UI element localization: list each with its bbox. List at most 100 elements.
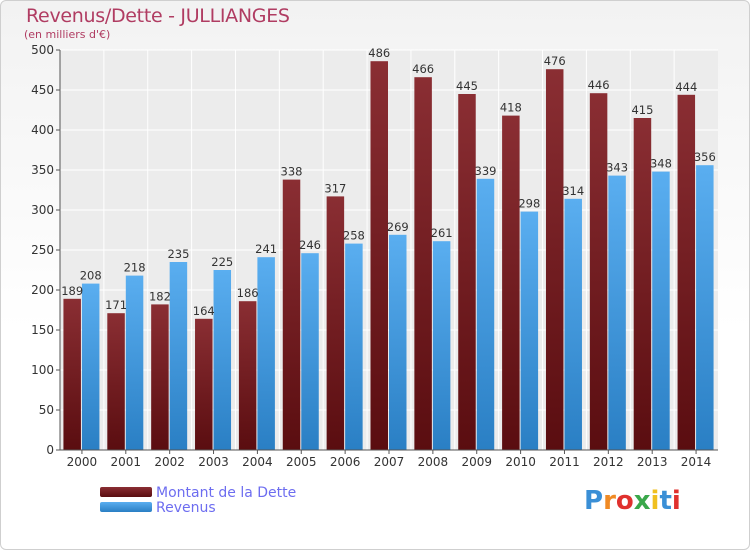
y-tick-label: 0	[46, 443, 54, 457]
y-tick-label: 500	[31, 43, 54, 57]
bar-dette	[458, 94, 476, 450]
x-tick-label: 2008	[418, 455, 449, 469]
data-label: 186	[237, 286, 259, 300]
x-tick-label: 2006	[330, 455, 361, 469]
bar-revenus	[696, 165, 714, 450]
bar-dette	[326, 196, 345, 450]
data-label: 218	[124, 261, 146, 275]
bar-revenus	[257, 257, 275, 450]
bar-dette	[195, 318, 213, 450]
bar-dette	[282, 179, 301, 450]
data-label: 338	[281, 165, 303, 179]
y-tick-label: 250	[31, 243, 54, 257]
data-label: 225	[211, 255, 233, 269]
data-label: 189	[61, 284, 83, 298]
data-label: 466	[412, 62, 434, 76]
data-label: 418	[500, 101, 522, 115]
bar-revenus	[301, 253, 319, 450]
x-tick-label: 2003	[198, 455, 229, 469]
x-tick-label: 2012	[593, 455, 624, 469]
y-tick-label: 350	[31, 163, 54, 177]
bar-revenus	[169, 262, 188, 450]
bar-dette	[107, 313, 125, 450]
bar-dette	[677, 94, 696, 451]
x-tick-label: 2009	[461, 455, 492, 469]
bar-dette	[545, 69, 564, 450]
y-tick-label: 400	[31, 123, 54, 137]
x-tick-label: 2000	[67, 455, 98, 469]
x-tick-label: 2005	[286, 455, 317, 469]
bar-revenus	[476, 178, 495, 451]
data-label: 208	[80, 269, 102, 283]
data-label: 235	[167, 247, 189, 261]
y-tick-label: 150	[31, 323, 54, 337]
data-label: 444	[675, 80, 697, 94]
proxiti-logo: Proxiti	[584, 486, 681, 516]
data-label: 298	[518, 197, 540, 211]
y-tick-label: 300	[31, 203, 54, 217]
data-label: 171	[105, 298, 127, 312]
y-tick-label: 100	[31, 363, 54, 377]
data-label: 339	[475, 164, 497, 178]
x-tick-label: 2004	[242, 455, 273, 469]
logo-letter: i	[650, 486, 660, 516]
chart-title: Revenus/Dette - JULLIANGES	[26, 5, 290, 27]
y-tick-label: 450	[31, 83, 54, 97]
logo-letter: P	[584, 486, 604, 516]
bars	[63, 61, 714, 451]
bar-revenus	[213, 270, 232, 450]
bar-revenus	[345, 243, 363, 450]
data-label: 241	[255, 242, 277, 256]
bar-dette	[151, 304, 169, 450]
data-label: 356	[694, 150, 716, 164]
y-tick-label: 200	[31, 283, 54, 297]
logo-letter: r	[603, 486, 616, 516]
bar-revenus	[564, 198, 582, 450]
logo-letter: t	[659, 486, 672, 516]
data-label: 261	[431, 226, 453, 240]
legend-swatch-debt	[100, 487, 152, 497]
bar-revenus	[432, 241, 451, 450]
bar-dette	[238, 301, 257, 450]
x-tick-label: 2013	[637, 455, 668, 469]
data-label: 258	[343, 229, 365, 243]
data-label: 182	[149, 289, 171, 303]
data-label: 415	[631, 103, 653, 117]
bar-revenus	[608, 175, 626, 450]
bar-dette	[370, 61, 388, 450]
chart-subtitle: (en milliers d'€)	[24, 28, 111, 41]
bar-dette	[589, 93, 608, 450]
x-tick-label: 2010	[505, 455, 536, 469]
data-label: 446	[588, 78, 610, 92]
axes: 0 50 100 150 200 250 300 350 400 450 500 2000 2001 20…	[31, 43, 718, 469]
x-tick-label: 2007	[374, 455, 405, 469]
data-label: 348	[650, 157, 672, 171]
data-label: 246	[299, 238, 321, 252]
logo-letter: x	[633, 486, 651, 516]
data-label: 317	[324, 181, 346, 195]
bar-revenus	[520, 211, 539, 450]
x-tick-label: 2011	[549, 455, 580, 469]
x-tick-label: 2014	[681, 455, 712, 469]
bar-dette	[502, 115, 520, 450]
bar-dette	[414, 77, 432, 450]
x-tick-label: 2001	[111, 455, 142, 469]
logo-letter: o	[615, 486, 634, 516]
bar-revenus	[125, 275, 144, 450]
data-label: 476	[544, 54, 566, 68]
x-tick-label: 2002	[154, 455, 185, 469]
bar-revenus	[389, 234, 407, 450]
data-label: 164	[193, 304, 215, 318]
data-label: 445	[456, 79, 478, 93]
data-label: 314	[562, 184, 584, 198]
logo-letter: i	[671, 486, 681, 516]
bar-dette	[633, 118, 652, 450]
bar-dette	[63, 298, 81, 450]
data-label: 343	[606, 161, 628, 175]
bar-revenus	[652, 171, 670, 450]
legend-label-debt: Montant de la Dette	[156, 485, 297, 501]
legend-label-revenus: Revenus	[156, 500, 216, 516]
bar-revenus	[81, 283, 100, 450]
